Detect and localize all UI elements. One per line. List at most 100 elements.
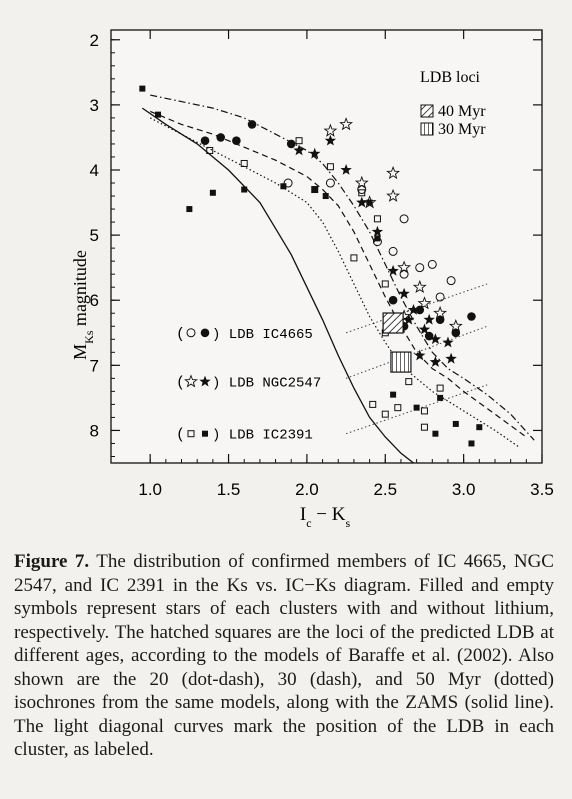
data-point-filled-star [414, 349, 426, 361]
data-point-filled-square [186, 206, 193, 213]
data-point-open-square [405, 378, 413, 386]
data-point-filled-star [340, 164, 352, 175]
data-point-filled-star [442, 336, 454, 348]
data-point-open-star [412, 279, 427, 294]
ldb-locus-40-myr [382, 312, 404, 334]
x-axis-label: Ic − Ks [300, 504, 351, 530]
data-point-open-circle [388, 246, 398, 256]
y-tick-label: 4 [90, 161, 99, 180]
data-point-open-star [386, 188, 401, 202]
data-point-open-star [397, 260, 412, 274]
data-point-filled-circle [286, 139, 296, 149]
data-point-filled-square [432, 430, 439, 437]
x-tick-label: 1.5 [217, 480, 241, 499]
legend-entry-label: 30 Myr [438, 121, 486, 138]
data-point-filled-star [429, 356, 442, 367]
cluster-label-1: ( ) LDB NGC2547 [176, 374, 321, 392]
y-tick-label: 6 [90, 291, 99, 310]
data-point-filled-star [371, 225, 384, 237]
data-point-filled-square [366, 199, 373, 206]
legend-title: LDB loci [420, 69, 481, 86]
data-point-open-square [420, 423, 428, 431]
data-point-filled-star [356, 196, 368, 208]
figure-label: Figure 7. [14, 551, 90, 572]
data-point-filled-square [413, 404, 420, 411]
data-point-open-circle [415, 263, 425, 273]
data-point-filled-star [407, 304, 420, 315]
legend-entry-label: 40 Myr [438, 103, 486, 120]
data-point-filled-circle [200, 136, 210, 145]
cluster-label-symbol [184, 374, 198, 388]
caption-text: The distribution of confirmed members of… [14, 551, 554, 760]
cluster-label-paren: ( [176, 375, 185, 392]
plot-frame [110, 29, 543, 464]
plot-area [111, 30, 542, 463]
data-point-filled-star [429, 333, 442, 345]
data-point-filled-star [423, 313, 435, 325]
data-point-open-star [339, 117, 354, 131]
data-point-filled-square [468, 440, 475, 447]
cluster-label-paren: ( [176, 427, 185, 444]
cluster-label-symbol [186, 328, 196, 338]
data-point-filled-square [280, 183, 287, 190]
data-point-open-circle [427, 259, 437, 269]
data-point-filled-square [476, 424, 483, 431]
legend-swatch [420, 122, 434, 136]
data-point-open-square [358, 189, 366, 197]
curve-zams [141, 107, 414, 464]
data-point-filled-square [322, 193, 329, 200]
data-point-filled-star [324, 134, 337, 146]
data-point-open-square [350, 254, 358, 262]
data-point-filled-star [309, 147, 321, 159]
y-tick-label: 2 [90, 31, 99, 50]
data-point-filled-circle [388, 295, 398, 305]
x-tick-label: 3.0 [452, 480, 476, 499]
cluster-label-paren: ( [176, 326, 185, 343]
x-tick-label: 3.5 [530, 480, 554, 499]
data-point-filled-star [387, 264, 399, 276]
x-tick-label: 2.5 [373, 480, 397, 499]
figure-caption: Figure 7. The distribution of confirmed … [14, 550, 554, 762]
data-point-open-circle [325, 178, 335, 188]
data-point-filled-circle [216, 133, 226, 142]
ldb-line-ic2391 [345, 384, 488, 435]
data-point-open-square [311, 186, 319, 194]
legend-swatch [420, 104, 434, 118]
data-point-filled-star [418, 323, 431, 335]
x-tick-label: 2.0 [295, 480, 319, 499]
cluster-label-text: ) LDB NGC2547 [212, 376, 321, 392]
data-point-open-square [381, 410, 389, 418]
ldb-locus-30-myr [390, 351, 412, 373]
data-point-open-square [295, 137, 303, 145]
data-point-open-square [240, 159, 248, 167]
data-point-open-square [436, 384, 444, 392]
y-tick-label: 7 [90, 356, 99, 375]
cluster-label-text: ) LDB IC4665 [212, 327, 313, 343]
data-point-open-square [326, 163, 334, 171]
data-point-open-circle [399, 214, 409, 224]
data-point-filled-square [437, 394, 444, 401]
cluster-label-symbol [199, 375, 211, 387]
curve-30-myr [149, 110, 527, 438]
data-point-filled-square [139, 85, 146, 92]
data-point-filled-square [155, 111, 162, 118]
data-point-open-star [433, 305, 448, 320]
data-point-open-circle [283, 178, 293, 188]
y-tick-label: 8 [90, 421, 99, 440]
data-point-open-square [206, 146, 214, 154]
data-point-filled-square [390, 391, 397, 398]
data-point-filled-star [403, 313, 415, 325]
data-point-open-square [394, 404, 402, 412]
data-point-filled-circle [467, 312, 476, 321]
data-point-filled-star [445, 352, 457, 364]
cluster-label-2: () LDB IC2391 [176, 427, 313, 444]
data-point-open-square [381, 280, 389, 288]
data-point-open-star [354, 175, 369, 189]
data-point-filled-square [311, 186, 318, 193]
data-point-open-square [369, 400, 377, 408]
y-tick-label: 5 [90, 226, 99, 245]
cluster-label-0: ( ) LDB IC4665 [176, 326, 313, 343]
data-point-filled-square [374, 235, 381, 242]
cluster-label-symbol [200, 328, 210, 338]
data-point-filled-circle [247, 120, 257, 129]
